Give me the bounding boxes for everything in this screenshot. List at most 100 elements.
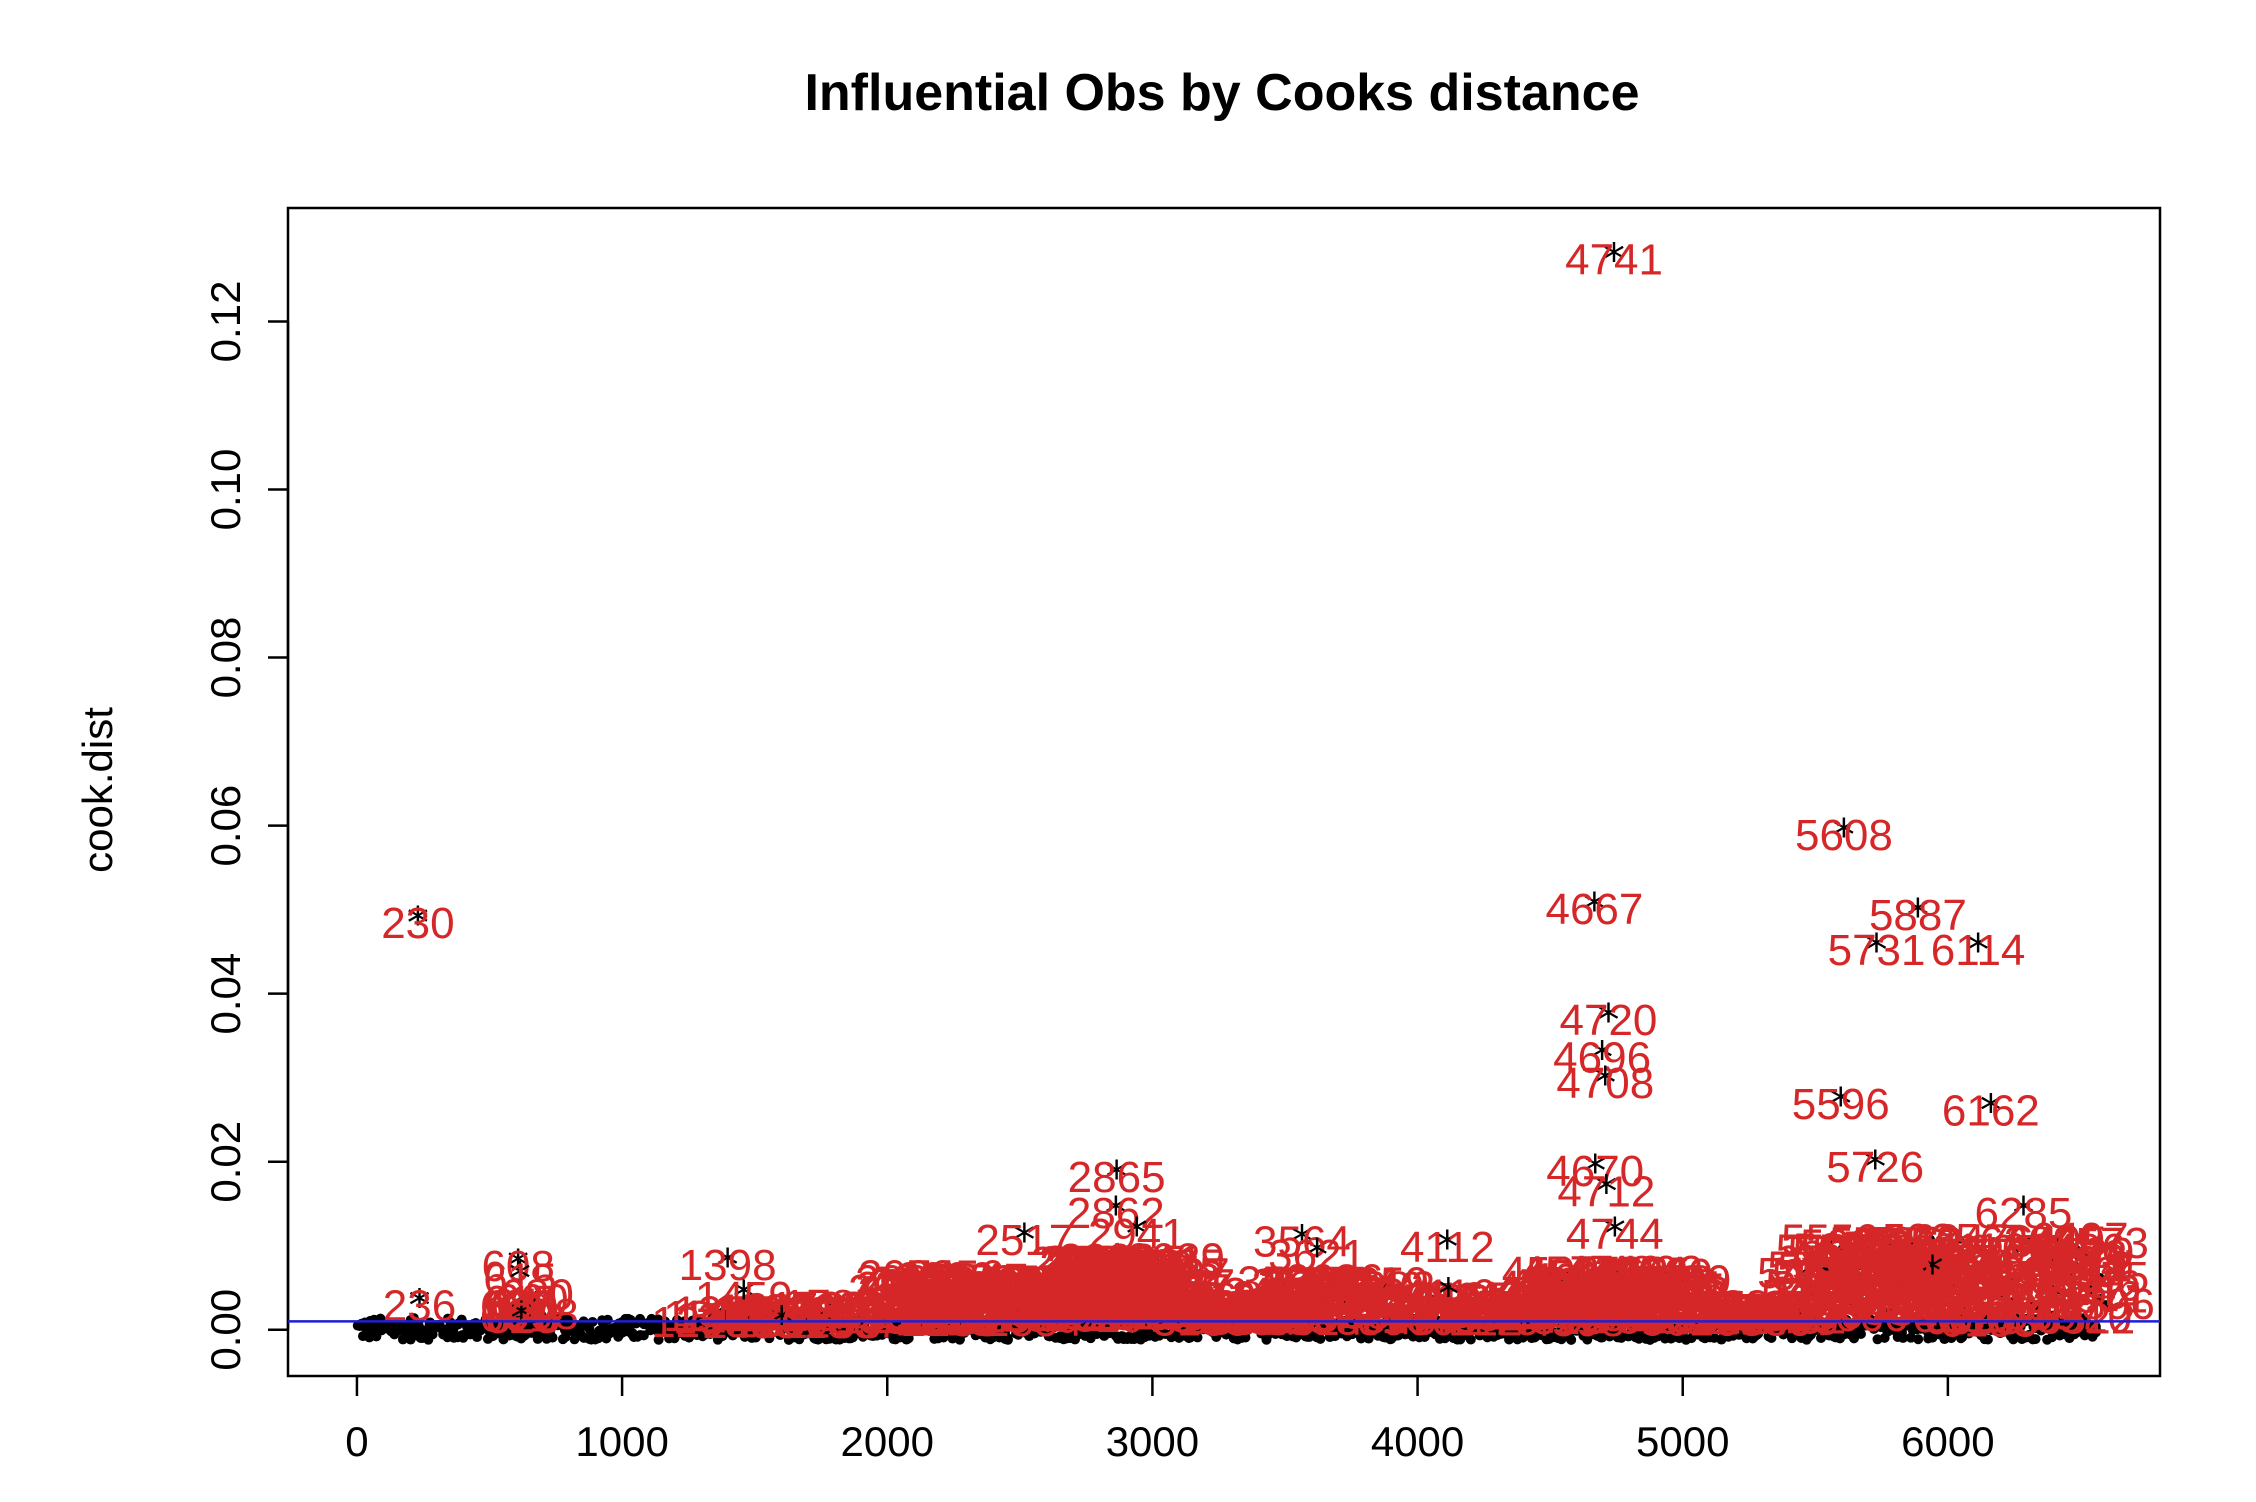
point-label: 2868 — [1068, 1241, 1166, 1290]
data-point — [1126, 1265, 1135, 1274]
data-point — [2072, 1262, 2081, 1271]
point-label: 2767 — [1042, 1278, 1140, 1327]
point-label: 2833 — [1059, 1274, 1157, 1323]
point-label: 2759 — [1040, 1258, 1138, 1307]
point-label: 2593 — [996, 1282, 1094, 1331]
data-point — [1106, 1304, 1115, 1313]
data-point — [1816, 1270, 1825, 1279]
point-label: 660 — [495, 1275, 568, 1324]
data-point — [2054, 1286, 2063, 1295]
data-point — [1766, 1333, 1777, 1344]
data-point — [2074, 1253, 2083, 1262]
data-point — [512, 1312, 521, 1321]
data-point — [1519, 1293, 1528, 1302]
data-point — [1673, 1290, 1682, 1299]
data-point — [1040, 1296, 1049, 1305]
data-point — [1642, 1276, 1651, 1285]
data-point — [1073, 1296, 1082, 1305]
data-point — [1930, 1300, 1939, 1309]
data-point — [1299, 1295, 1308, 1304]
point-label: 2740 — [1035, 1286, 1133, 1335]
data-point — [1810, 1282, 1819, 1291]
data-point — [909, 1298, 918, 1307]
data-point — [1645, 1293, 1654, 1302]
data-point — [1897, 1332, 1908, 1343]
point-label: 2153 — [879, 1275, 977, 1324]
point-label: 1377 — [673, 1288, 771, 1337]
data-point — [593, 1333, 604, 1344]
data-point — [1950, 1256, 1959, 1265]
data-point — [1659, 1270, 1668, 1279]
data-point — [1026, 1306, 1035, 1315]
data-point — [1088, 1289, 1097, 1298]
data-point — [1507, 1309, 1516, 1318]
point-label: 2694 — [1022, 1283, 1120, 1332]
point-label: 2728 — [1031, 1257, 1129, 1306]
data-point — [1151, 1256, 1160, 1265]
data-point — [1651, 1276, 1660, 1285]
y-axis-label: cook.dist — [74, 707, 121, 873]
point-label: 2489 — [968, 1269, 1066, 1318]
data-point — [775, 1329, 786, 1340]
data-point — [1140, 1261, 1149, 1270]
data-point — [2090, 1321, 2101, 1332]
point-label: 2135 — [874, 1294, 972, 1343]
data-point — [1116, 1311, 1125, 1320]
point-label: 2643 — [1009, 1275, 1107, 1324]
point-label: 2957 — [1092, 1285, 1190, 1334]
point-label: 2207 — [893, 1255, 991, 1304]
point-label: 2389 — [942, 1276, 1040, 1325]
point-label: 4708 — [1556, 1059, 1654, 1108]
data-point — [1244, 1308, 1253, 1317]
data-point — [2011, 1246, 2020, 1255]
chart-title: Influential Obs by Cooks distance — [804, 64, 1639, 122]
point-label: 2270 — [910, 1274, 1008, 1323]
data-point — [1057, 1284, 1066, 1293]
data-point — [858, 1302, 867, 1311]
point-label: 2677 — [1018, 1288, 1116, 1337]
point-label: 2684 — [1020, 1262, 1118, 1311]
data-point — [1555, 1298, 1564, 1307]
data-point — [1960, 1301, 1969, 1310]
data-point — [726, 1311, 735, 1320]
point-label: 1697 — [758, 1288, 856, 1337]
data-point — [1081, 1296, 1090, 1305]
data-point — [1161, 1303, 1170, 1312]
data-point — [991, 1281, 1000, 1290]
data-point — [1794, 1306, 1803, 1315]
data-point — [1956, 1235, 1965, 1244]
point-label: 1546 — [718, 1285, 816, 1334]
data-point — [1878, 1266, 1887, 1275]
data-point — [1803, 1331, 1814, 1342]
point-label: 3107 — [1132, 1265, 1230, 1314]
data-point — [1811, 1309, 1820, 1318]
data-point — [951, 1271, 960, 1280]
point-label: 2533 — [980, 1266, 1078, 1315]
y-tick-label: 0.02 — [202, 1121, 249, 1203]
data-point — [1170, 1293, 1179, 1302]
point-label: 1377 — [673, 1294, 771, 1343]
data-point — [1412, 1299, 1421, 1308]
point-label: 1906 — [813, 1283, 911, 1332]
data-point — [1958, 1249, 1967, 1258]
point-label: 2500 — [971, 1266, 1069, 1315]
data-point — [1167, 1274, 1176, 1283]
data-point — [1184, 1294, 1193, 1303]
point-label: 2274 — [911, 1285, 1009, 1334]
data-point — [969, 1313, 978, 1322]
data-point — [841, 1303, 850, 1312]
point-label: 2311 — [922, 1269, 1017, 1318]
data-point — [993, 1312, 1002, 1321]
data-point — [2095, 1293, 2104, 1302]
data-point — [1185, 1301, 1194, 1310]
data-point — [1832, 1247, 1841, 1256]
point-label: 1987 — [835, 1294, 933, 1343]
data-point — [427, 1329, 438, 1340]
point-label: 2961 — [1093, 1242, 1191, 1291]
data-point — [1812, 1262, 1821, 1271]
point-label: 2767 — [1042, 1271, 1140, 1320]
point-label: 1867 — [803, 1299, 901, 1348]
data-point — [1816, 1332, 1827, 1343]
point-label: 2782 — [1046, 1263, 1144, 1312]
data-point — [1104, 1294, 1113, 1303]
